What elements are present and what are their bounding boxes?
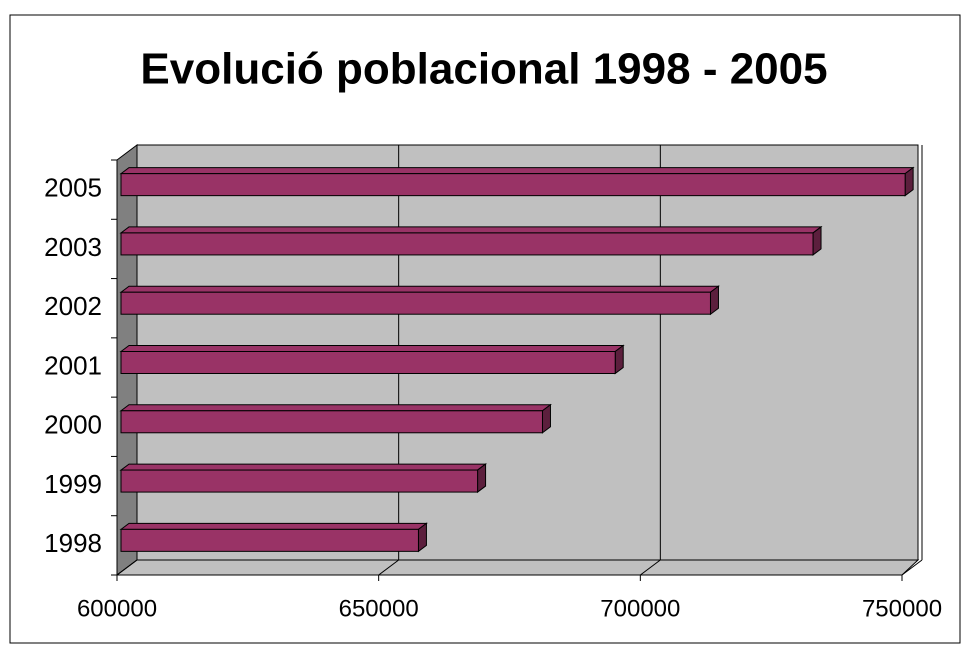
chart-title: Evolució poblacional 1998 - 2005	[140, 45, 827, 94]
y-tick-label: 2001	[44, 350, 102, 380]
x-tick-label: 750000	[862, 595, 942, 622]
bar	[120, 291, 711, 315]
x-tick-label: 700000	[600, 595, 680, 622]
bar	[120, 173, 906, 197]
plot: 600000 650000 700000 750000 1998 1999 2000 2001…	[44, 145, 942, 622]
bar-top	[119, 167, 915, 175]
y-tick-label: 1999	[44, 469, 102, 499]
bar-top	[119, 404, 552, 412]
bar-top	[119, 463, 488, 471]
y-tick-label: 2005	[44, 173, 102, 203]
y-tick-label: 2002	[44, 291, 102, 321]
bar	[120, 528, 419, 552]
floor-grid-line	[378, 559, 399, 576]
bar	[120, 351, 616, 374]
bar-top	[119, 226, 823, 234]
x-tick-label: 600000	[77, 595, 157, 622]
y-tick-label: 2000	[44, 410, 102, 440]
floor-grid-line	[116, 559, 138, 576]
bar-top	[119, 285, 720, 293]
floor-grid-line	[640, 559, 661, 576]
floor	[115, 559, 920, 576]
floor-grid-line	[901, 559, 923, 576]
bar	[120, 469, 479, 493]
bar-top	[119, 522, 428, 530]
bar-top	[119, 345, 625, 352]
bar	[120, 232, 814, 256]
bar	[120, 410, 543, 434]
x-tick-label: 650000	[339, 595, 419, 622]
y-tick-label: 1998	[44, 528, 102, 558]
y-tick-label: 2003	[44, 232, 102, 262]
